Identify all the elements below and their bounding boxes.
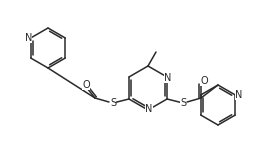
- Text: O: O: [200, 76, 208, 86]
- Text: N: N: [25, 33, 32, 43]
- Text: O: O: [82, 80, 90, 90]
- Text: N: N: [235, 90, 242, 100]
- Text: N: N: [145, 104, 153, 114]
- Text: S: S: [110, 98, 116, 108]
- Text: N: N: [164, 73, 172, 83]
- Text: S: S: [180, 98, 186, 108]
